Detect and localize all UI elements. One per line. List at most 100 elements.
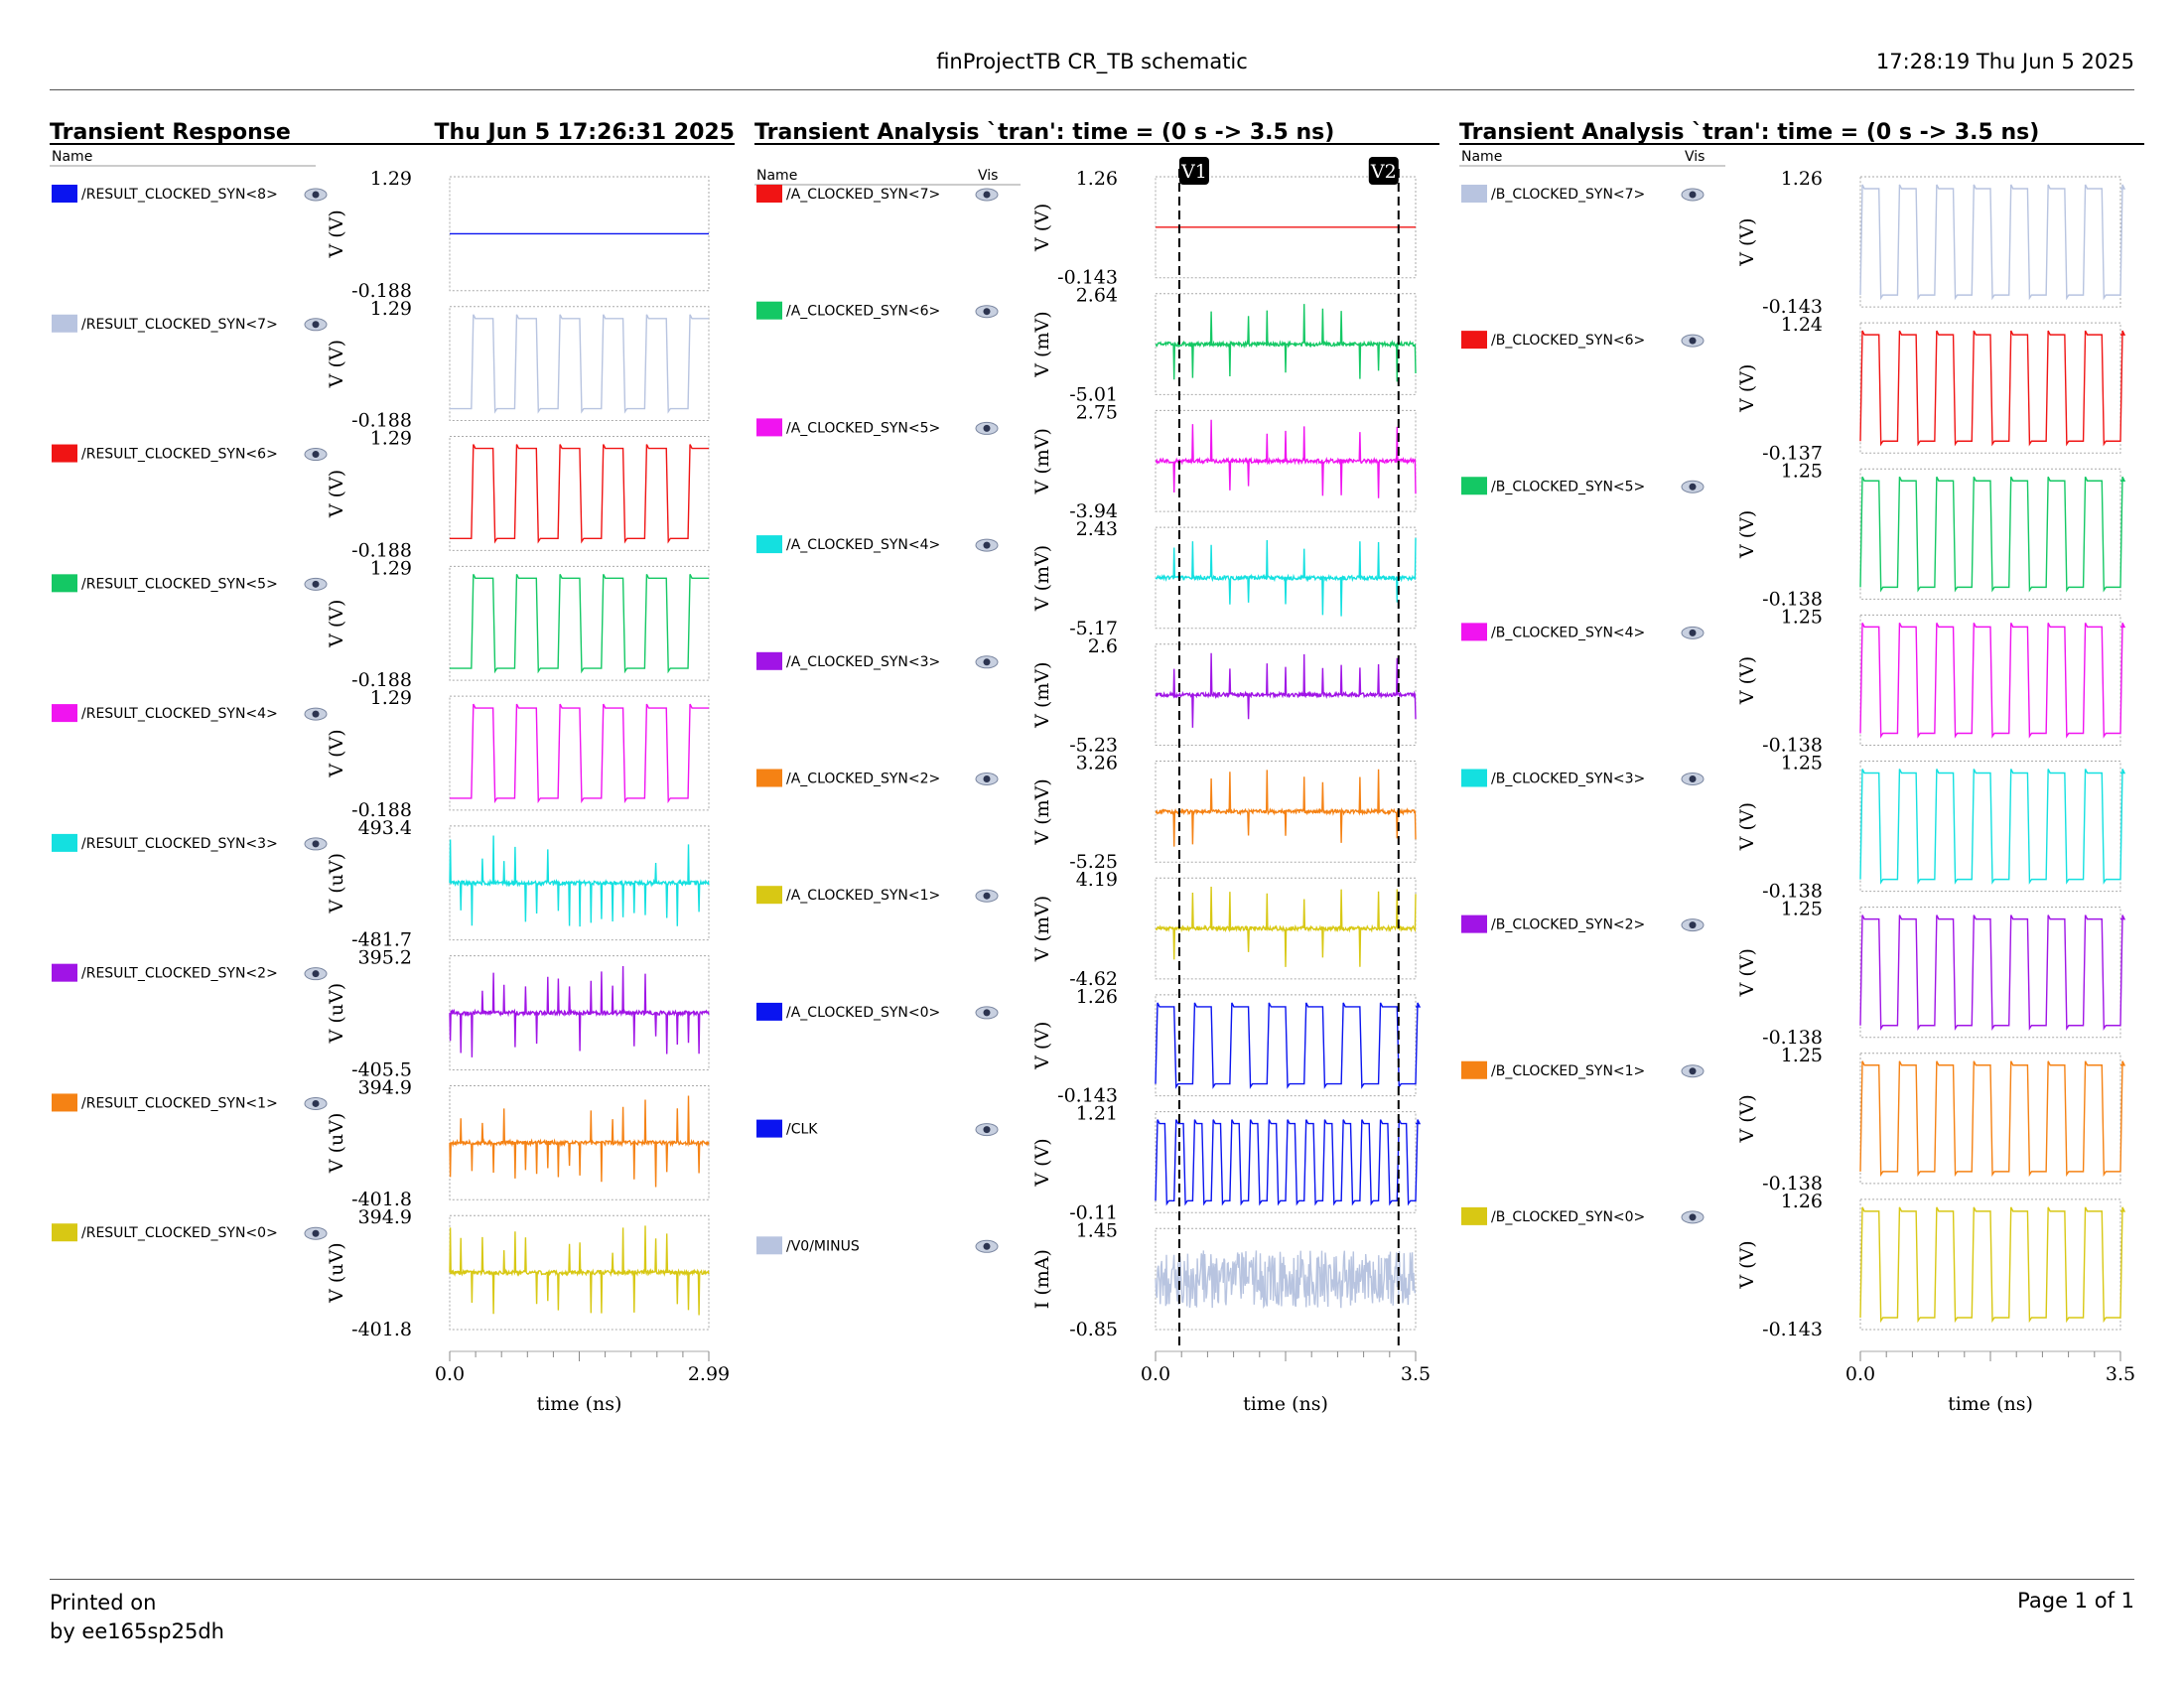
plot-frame <box>1859 1198 2121 1331</box>
trace-0: /B_CLOCKED_SYN<7> 1.26 -0.143 V (V) <box>1461 168 2126 318</box>
y-axis-label: V (uV) <box>326 853 347 914</box>
eye-icon[interactable] <box>1681 773 1705 785</box>
print-timestamp: 17:28:19 Thu Jun 5 2025 <box>1875 50 2134 73</box>
cursor-marker-v1[interactable]: V1 <box>1177 157 1209 1345</box>
eye-icon[interactable] <box>975 889 999 903</box>
waveform-trace <box>1155 537 1417 617</box>
y-tick-min: -0.143 <box>1762 296 1823 318</box>
eye-icon[interactable] <box>304 837 328 851</box>
eye-icon[interactable] <box>975 421 999 435</box>
plot-frame <box>1155 994 1417 1097</box>
waveform-trace <box>450 574 709 674</box>
waveform-trace <box>1155 886 1417 967</box>
eye-icon-pupil <box>312 970 320 978</box>
eye-icon-pupil <box>312 1229 320 1237</box>
y-axis-label: V (mV) <box>1031 661 1053 728</box>
x-axis-label: time (ns) <box>1243 1393 1328 1415</box>
legend-signal-name: /CLK <box>786 1122 818 1138</box>
legend-signal-name: /RESULT_CLOCKED_SYN<1> <box>81 1095 278 1111</box>
eye-icon[interactable] <box>975 1239 999 1253</box>
eye-icon[interactable] <box>975 773 999 785</box>
panel-title: Transient Analysis `tran': time = (0 s -… <box>1459 120 2039 145</box>
waveform-trace <box>1859 769 2126 885</box>
y-tick-min: -0.143 <box>1762 1319 1823 1340</box>
eye-icon[interactable] <box>304 1226 328 1240</box>
y-tick-max: 3.26 <box>1076 753 1118 774</box>
eye-icon[interactable] <box>1681 480 1705 493</box>
y-tick-min: -0.188 <box>351 539 412 561</box>
y-tick-min: -0.137 <box>1762 442 1823 464</box>
waveform-panel-2: Transient Analysis `tran': time = (0 s -… <box>754 120 1439 1415</box>
y-axis-label: V (V) <box>1736 510 1758 559</box>
footer-print-info: Printed on by ee165sp25dh <box>50 1589 224 1646</box>
eye-icon[interactable] <box>1681 626 1705 639</box>
waveform-trace <box>1859 330 2126 447</box>
eye-icon[interactable] <box>975 1123 999 1137</box>
page-number: Page 1 of 1 <box>2017 1589 2134 1613</box>
y-tick-min: -0.143 <box>1057 267 1118 289</box>
eye-icon[interactable] <box>304 707 328 721</box>
cursor-marker-v2[interactable]: V2 <box>1368 157 1400 1345</box>
trace-2: /A_CLOCKED_SYN<5> 2.75 -3.94 V (mV) <box>756 401 1417 522</box>
printed-by-text: by ee165sp25dh <box>50 1619 224 1643</box>
y-axis-label: V (V) <box>1736 364 1758 413</box>
y-axis-label: V (V) <box>1736 217 1758 266</box>
legend-vis-header: Vis <box>1685 149 1705 165</box>
eye-icon[interactable] <box>975 655 999 669</box>
eye-icon[interactable] <box>975 305 999 319</box>
eye-icon[interactable] <box>1681 1064 1705 1078</box>
eye-icon[interactable] <box>975 538 999 552</box>
waveform-trace <box>1859 623 2126 739</box>
plot-frame <box>1859 907 2121 1039</box>
y-tick-min: -0.188 <box>351 280 412 302</box>
cursor-label: V2 <box>1370 161 1397 183</box>
eye-icon-pupil <box>1689 1213 1697 1221</box>
y-axis-label: V (mV) <box>1031 545 1053 612</box>
y-tick-max: 1.25 <box>1781 1045 1823 1066</box>
legend-signal-name: /B_CLOCKED_SYN<7> <box>1491 187 1645 203</box>
eye-icon-pupil <box>312 191 320 199</box>
eye-icon[interactable] <box>1681 334 1705 348</box>
eye-icon[interactable] <box>1681 918 1705 932</box>
y-tick-max: 1.45 <box>1076 1219 1118 1241</box>
eye-icon[interactable] <box>304 448 328 462</box>
x-tick-min: 0.0 <box>1141 1363 1170 1385</box>
eye-icon[interactable] <box>975 1006 999 1020</box>
y-tick-min: -401.8 <box>351 1319 412 1340</box>
eye-icon[interactable] <box>304 188 328 202</box>
waveform-trace <box>450 703 709 804</box>
eye-icon[interactable] <box>304 1096 328 1110</box>
eye-icon[interactable] <box>304 577 328 591</box>
eye-icon[interactable] <box>304 967 328 981</box>
waveform-trace <box>1155 1250 1416 1310</box>
legend-signal-name: /B_CLOCKED_SYN<6> <box>1491 333 1645 349</box>
eye-icon-pupil <box>983 191 991 199</box>
legend-color-swatch <box>1461 185 1487 203</box>
eye-icon[interactable] <box>304 318 328 332</box>
eye-icon-pupil <box>1689 775 1697 782</box>
trace-3: /B_CLOCKED_SYN<4> 1.25 -0.138 V (V) <box>1461 606 2126 757</box>
waveform-trace <box>1859 476 2126 593</box>
footer-rule <box>50 1579 2134 1580</box>
trace-7: /RESULT_CLOCKED_SYN<1> 394.9 -401.8V (uV) <box>52 1076 710 1210</box>
y-axis-label: V (uV) <box>326 1242 347 1304</box>
plot-frame <box>1859 322 2121 454</box>
waveform-trace <box>449 965 710 1057</box>
x-tick-max: 2.99 <box>688 1363 730 1385</box>
eye-icon-pupil <box>983 1242 991 1250</box>
y-tick-max: 1.25 <box>1781 753 1823 774</box>
legend-color-swatch <box>1461 623 1487 641</box>
eye-icon[interactable] <box>1681 188 1705 202</box>
eye-icon[interactable] <box>1681 1210 1705 1224</box>
eye-icon-pupil <box>1689 1067 1697 1075</box>
waveform-trace <box>1155 769 1417 847</box>
trace-5: /B_CLOCKED_SYN<2> 1.25 -0.138 V (V) <box>1461 899 2126 1049</box>
eye-icon[interactable] <box>975 188 999 202</box>
waveform-panel-3: Transient Analysis `tran': time = (0 s -… <box>1459 120 2144 1415</box>
y-tick-max: 1.29 <box>370 298 412 320</box>
y-tick-max: 1.26 <box>1781 168 1823 190</box>
x-axis-label: time (ns) <box>1948 1393 2033 1415</box>
legend-color-swatch <box>756 535 782 554</box>
page-title: finProjectTB CR_TB schematic <box>936 50 1248 73</box>
y-tick-max: 394.9 <box>358 1206 412 1228</box>
